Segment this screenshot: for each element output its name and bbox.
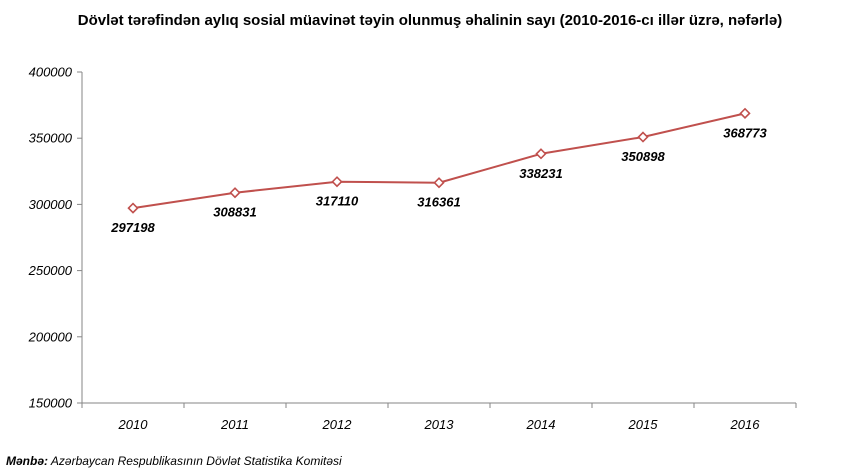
data-label: 350898: [621, 149, 665, 164]
x-tick-label: 2014: [526, 417, 556, 432]
data-label: 308831: [213, 205, 256, 220]
data-label: 317110: [316, 194, 359, 209]
x-tick-label: 2013: [424, 417, 455, 432]
source-label: Mənbə:: [6, 454, 48, 468]
data-point-marker: [433, 177, 445, 189]
chart-title: Dövlət tərəfindən aylıq sosial müavinət …: [77, 12, 783, 29]
x-tick-label: 2012: [322, 417, 353, 432]
y-tick-label: 350000: [29, 131, 73, 146]
x-tick-label: 2015: [628, 417, 659, 432]
chart-axes: [77, 71, 797, 408]
data-point-marker: [127, 202, 139, 214]
y-tick-label: 200000: [28, 329, 73, 344]
data-label: 368773: [723, 125, 767, 140]
data-labels: 297198 308831 317110 316361 338231 350898 3687…: [110, 125, 767, 235]
data-point-marker: [739, 107, 751, 119]
x-tick-label: 2011: [220, 417, 249, 432]
source-text: Azərbaycan Respublikasının Dövlət Statis…: [48, 454, 342, 468]
data-label: 316361: [417, 195, 460, 210]
y-tick-label: 300000: [29, 197, 73, 212]
y-tick-label: 400000: [29, 65, 73, 80]
data-point-marker: [331, 176, 343, 188]
y-tick-label: 150000: [29, 396, 73, 411]
y-axis-tick-labels: 150000 200000 250000 300000 350000 400000: [28, 65, 73, 411]
x-tick-label: 2010: [118, 417, 149, 432]
source-note: Mənbə: Azərbaycan Respublikasının Dövlət…: [6, 454, 342, 468]
data-label: 338231: [519, 166, 562, 181]
data-label: 297198: [110, 220, 155, 235]
data-point-marker: [535, 148, 547, 160]
data-point-marker: [637, 131, 649, 143]
series-markers: [127, 107, 751, 214]
y-tick-label: 250000: [28, 263, 73, 278]
x-axis-tick-labels: 2010 2011 2012 2013 2014 2015 2016: [118, 417, 761, 432]
x-tick-label: 2016: [730, 417, 761, 432]
data-point-marker: [229, 187, 241, 199]
